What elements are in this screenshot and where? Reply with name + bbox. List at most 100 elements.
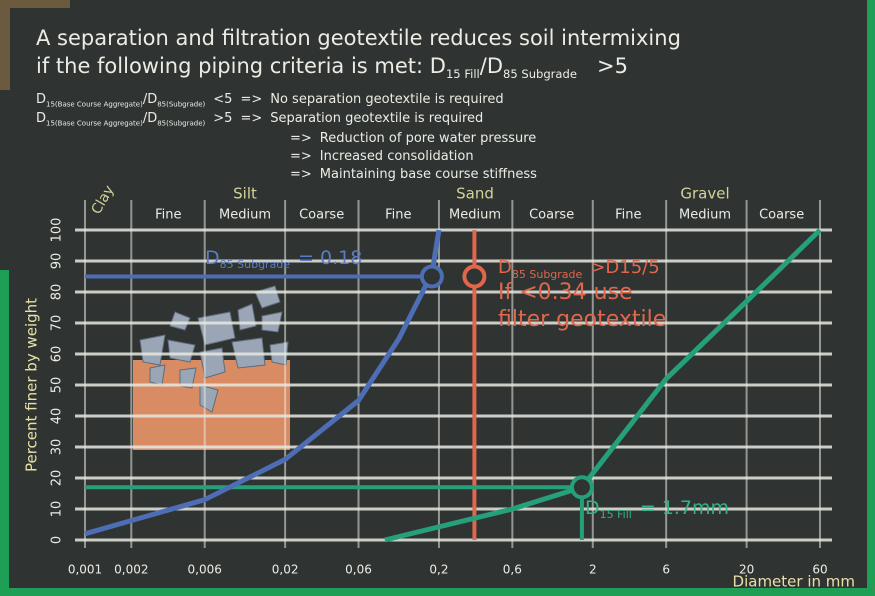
frame bbox=[867, 0, 875, 596]
benefit-text: Maintaining base course stiffness bbox=[319, 167, 537, 182]
subclass-label: Fine bbox=[615, 208, 641, 223]
benefit: => Maintaining base course stiffness bbox=[290, 167, 537, 182]
frame bbox=[0, 270, 9, 596]
symbol: / bbox=[479, 54, 487, 78]
subclass-label: Coarse bbox=[299, 208, 344, 223]
subscript: 15 Fill bbox=[445, 67, 480, 82]
title-text: if the following piping criteria is met: bbox=[36, 54, 424, 78]
operator: >5 bbox=[596, 54, 628, 78]
x-tick-label: 20 bbox=[739, 563, 754, 577]
symbol: / bbox=[142, 111, 148, 126]
annotation-text: filter geotextile bbox=[498, 307, 666, 332]
subclass-label: Coarse bbox=[529, 208, 574, 223]
x-axis-label: Diameter in mm bbox=[733, 573, 855, 591]
y-tick-label: 80 bbox=[50, 284, 65, 301]
symbol: D bbox=[147, 111, 158, 126]
criterion: D15 Fill/D85 Subgrade >5 bbox=[429, 54, 628, 82]
benefit-text: Increased consolidation bbox=[319, 149, 474, 164]
y-tick-label: 10 bbox=[50, 501, 65, 518]
benefit-text: Reduction of pore water pressure bbox=[319, 131, 537, 146]
title-line: if the following piping criteria is met:… bbox=[36, 54, 628, 81]
subscript: 15(Base Course Aggregate) bbox=[46, 100, 143, 109]
symbol: D bbox=[486, 54, 503, 78]
class-label: Sand bbox=[456, 185, 494, 203]
x-tick-label: 2 bbox=[589, 563, 597, 577]
marker bbox=[569, 475, 594, 500]
y-tick-label: 40 bbox=[50, 408, 65, 425]
annotation: D85 Subgrade >D15/5 bbox=[498, 257, 660, 281]
rule-text: No separation geotextile is required bbox=[270, 92, 504, 107]
y-tick-label: 50 bbox=[50, 377, 65, 394]
benefit: => Reduction of pore water pressure bbox=[290, 131, 536, 146]
x-tick-label: 0,002 bbox=[114, 563, 148, 577]
y-tick-label: 30 bbox=[50, 439, 65, 456]
subscript: 15(Base Course Aggregate) bbox=[46, 119, 143, 128]
rule: D15(Base Course Aggregate)/D85(Subgrade)… bbox=[36, 111, 483, 128]
symbol: D bbox=[498, 257, 512, 278]
subclass-label: Medium bbox=[219, 208, 271, 223]
y-tick-label: 60 bbox=[50, 346, 65, 363]
y-axis-label: Percent finer by weight bbox=[23, 298, 41, 472]
arrow: => bbox=[240, 111, 263, 126]
symbol: D bbox=[429, 54, 446, 78]
x-tick-label: 0,02 bbox=[272, 563, 299, 577]
operator: >5 bbox=[213, 111, 233, 126]
y-tick-label: 90 bbox=[50, 253, 65, 270]
subscript: 85 Subgrade bbox=[220, 258, 291, 271]
subscript: 85 Subgrade bbox=[512, 268, 583, 281]
subscript: 15 Fill bbox=[600, 508, 632, 521]
subclass-label: Fine bbox=[155, 208, 181, 223]
y-tick-label: 70 bbox=[50, 315, 65, 332]
class-label: Gravel bbox=[680, 185, 729, 203]
symbol: D bbox=[36, 92, 47, 107]
x-tick-label: 0,06 bbox=[345, 563, 372, 577]
arrow: => bbox=[240, 92, 263, 107]
x-tick-label: 6 bbox=[662, 563, 670, 577]
y-tick-label: 0 bbox=[50, 536, 65, 544]
x-tick-label: 60 bbox=[812, 563, 827, 577]
stone bbox=[197, 311, 236, 346]
rule: D15(Base Course Aggregate)/D85(Subgrade)… bbox=[36, 92, 504, 109]
x-tick-label: 0,2 bbox=[429, 563, 448, 577]
title-line: A separation and filtration geotextile r… bbox=[36, 26, 681, 50]
y-tick-label: 100 bbox=[50, 218, 65, 243]
benefit: => Increased consolidation bbox=[290, 149, 474, 164]
rule-text: Separation geotextile is required bbox=[270, 111, 484, 126]
x-tick-label: 0,6 bbox=[503, 563, 522, 577]
stone bbox=[179, 367, 197, 389]
subscript: 85(Subgrade) bbox=[157, 119, 206, 128]
subscript: 85(Subgrade) bbox=[157, 100, 206, 109]
annotation: D15 Fill = 1.7mm bbox=[585, 497, 729, 522]
annotation: D85 Subgrade = 0.18 bbox=[205, 247, 362, 272]
operator: <5 bbox=[213, 92, 233, 107]
marker bbox=[462, 264, 487, 289]
stone bbox=[169, 311, 191, 331]
subclass-label: Medium bbox=[449, 208, 501, 223]
x-tick-label: 0,001 bbox=[68, 563, 102, 577]
arrow: => bbox=[290, 131, 312, 146]
symbol: D bbox=[36, 111, 47, 126]
arrow: => bbox=[290, 149, 312, 164]
annotation: If <0.34 use bbox=[498, 280, 633, 305]
annotation-text: If <0.34 use bbox=[498, 280, 633, 305]
annotation-value: = 0.18 bbox=[298, 247, 362, 269]
curve bbox=[384, 228, 822, 543]
symbol: / bbox=[142, 92, 148, 107]
subclass-label: Medium bbox=[679, 208, 731, 223]
subclass-label: Coarse bbox=[759, 208, 804, 223]
subscript: 85 Subgrade bbox=[503, 67, 577, 82]
x-tick-label: 0,006 bbox=[188, 563, 222, 577]
arrow: => bbox=[290, 167, 312, 182]
symbol: D bbox=[147, 92, 158, 107]
subclass-label: Fine bbox=[385, 208, 411, 223]
marker bbox=[419, 264, 444, 289]
annotation-value: = 1.7mm bbox=[640, 497, 729, 519]
symbol: D bbox=[205, 247, 220, 269]
y-tick-label: 20 bbox=[50, 470, 65, 487]
class-label: Clay bbox=[88, 183, 117, 217]
class-label: Silt bbox=[233, 185, 257, 203]
annotation: filter geotextile bbox=[498, 307, 666, 332]
annotation-value: >D15/5 bbox=[590, 257, 659, 278]
